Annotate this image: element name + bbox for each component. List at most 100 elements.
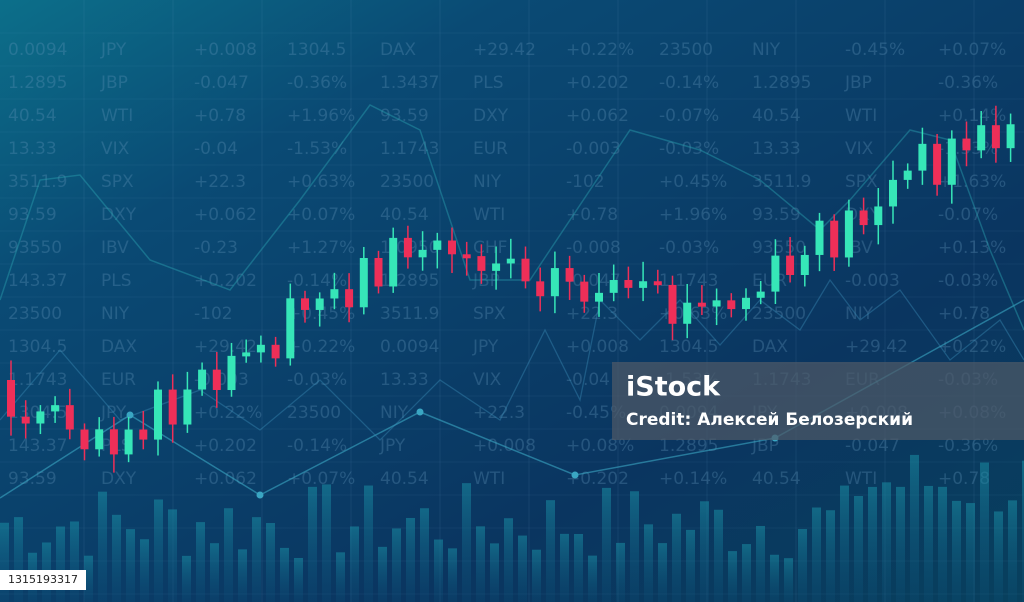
volume-bar [658, 543, 667, 602]
volume-bar [854, 496, 863, 602]
candle-body [139, 429, 148, 440]
ticker-cell: -0.45% [845, 40, 905, 60]
volume-bar [56, 526, 65, 602]
ticker-cell: -0.14% [287, 436, 347, 456]
ticker-cell: +0.63% [287, 172, 355, 192]
volume-bar [1022, 460, 1024, 602]
candle-body [800, 254, 809, 275]
volume-bar [798, 529, 807, 602]
ticker-cell: 1.1743 [380, 139, 439, 159]
candle-body [403, 237, 412, 258]
volume-bar [826, 510, 835, 602]
volume-bar [210, 543, 219, 602]
volume-bar [182, 555, 191, 602]
ticker-cell: WTI [101, 106, 133, 126]
ticker-cell: 13.33 [8, 139, 57, 159]
candle-body [330, 289, 339, 299]
volume-bar [770, 554, 779, 602]
ticker-cell: +0.07% [938, 40, 1006, 60]
ticker-cell: +0.22% [287, 337, 355, 357]
ticker-cell: 23500 [380, 172, 434, 192]
volume-bar [364, 485, 373, 602]
ticker-cell: 93550 [8, 238, 62, 258]
candle-body [580, 281, 589, 302]
ticker-cell: 1.2895 [8, 73, 67, 93]
ticker-cell: +0.202 [194, 436, 257, 456]
volume-bar [378, 546, 387, 602]
ticker-cell: 40.54 [380, 469, 429, 489]
candle-body [433, 240, 442, 250]
candle-body [991, 125, 1000, 149]
volume-bar [924, 485, 933, 602]
ticker-cell: JBP [100, 73, 128, 93]
ticker-cell: 1.2895 [752, 73, 811, 93]
candle-body [830, 220, 839, 258]
ticker-cell: VIX [845, 139, 874, 159]
ticker-cell: 40.54 [380, 205, 429, 225]
candle-body [506, 258, 515, 264]
ticker-cell: 40.54 [752, 469, 801, 489]
ticker-cell: +0.78 [566, 205, 618, 225]
candle-body [977, 125, 986, 151]
volume-bar [560, 533, 569, 602]
ticker-cell: -0.003 [566, 139, 621, 159]
volume-bar [336, 552, 345, 602]
volume-bar [126, 529, 135, 602]
volume-bar [602, 487, 611, 602]
candle-body [712, 300, 721, 307]
candle-body [345, 289, 354, 308]
ticker-cell: 40.54 [752, 106, 801, 126]
candle-body [756, 291, 765, 298]
ticker-cell: SPX [473, 304, 506, 324]
ticker-cell: -102 [194, 304, 233, 324]
ticker-cell: +0.22% [566, 40, 634, 60]
ticker-cell: +0.07% [287, 469, 355, 489]
candle-body [639, 281, 648, 288]
ticker-cell: WTI [845, 469, 877, 489]
candle-body [653, 281, 662, 286]
ticker-cell: NIY [845, 304, 874, 324]
volume-bar [84, 555, 93, 602]
candle-body [595, 292, 603, 302]
candle-body [947, 138, 956, 185]
candle-body [889, 179, 897, 207]
volume-bar [140, 539, 149, 602]
ticker-cell: -0.047 [194, 73, 249, 93]
candle-body [109, 429, 118, 455]
volume-bar [224, 508, 233, 602]
volume-bar [154, 499, 163, 602]
ticker-cell: DXY [101, 469, 137, 489]
ticker-cell: WTI [845, 106, 877, 126]
candle-body [242, 352, 251, 357]
ticker-cell: WTI [473, 469, 505, 489]
candle-body [212, 369, 221, 391]
candle-body [271, 344, 280, 359]
ticker-cell: 1304.5 [287, 40, 346, 60]
volume-bar [238, 549, 247, 602]
ticker-cell: 93.59 [8, 469, 57, 489]
ticker-cell: JBP [844, 73, 872, 93]
candle-body [903, 170, 912, 180]
ticker-cell: NIY [473, 172, 502, 192]
candle-body [771, 255, 780, 292]
volume-bar [476, 526, 485, 602]
ticker-cell: -0.03% [938, 271, 998, 291]
ticker-cell: +29.42 [473, 40, 536, 60]
candle-body [1006, 124, 1015, 149]
volume-bar [98, 491, 107, 602]
ticker-cell: +0.14% [938, 106, 1006, 126]
candle-body [624, 280, 633, 288]
id-box [0, 570, 86, 590]
ticker-cell: -0.03% [659, 238, 719, 258]
ticker-cell: EUR [752, 271, 787, 291]
candle-body [933, 143, 942, 185]
ticker-cell: DAX [752, 337, 788, 357]
ticker-cell: 23500 [659, 40, 713, 60]
ticker-cell: -0.36% [287, 73, 347, 93]
volume-bar [714, 509, 723, 602]
ticker-cell: 3511.9 [8, 172, 67, 192]
ticker-cell: +0.78 [938, 469, 990, 489]
ticker-cell: VIX [101, 139, 130, 159]
watermark-box [612, 362, 1024, 440]
ticker-cell: +29.42 [845, 337, 908, 357]
